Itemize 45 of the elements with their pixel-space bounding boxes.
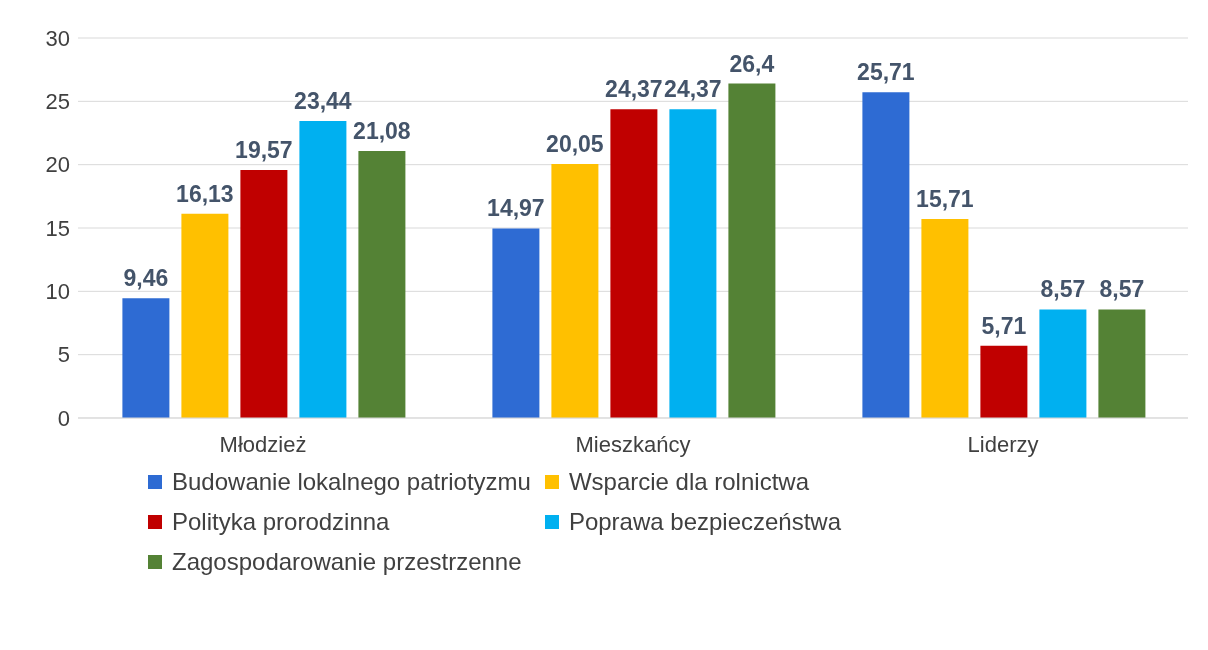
legend-label: Zagospodarowanie przestrzenne [172, 548, 522, 576]
bar [862, 92, 910, 418]
legend-label: Polityka prorodzinna [172, 508, 390, 536]
bar [610, 109, 658, 418]
bar [1098, 309, 1146, 418]
bar [728, 83, 776, 418]
bar [1039, 309, 1087, 418]
data-label: 5,71 [981, 312, 1027, 339]
y-tick-label: 25 [45, 89, 70, 115]
data-label: 14,97 [487, 195, 545, 222]
bar [240, 170, 288, 418]
legend-label: Budowanie lokalnego patriotyzmu [172, 468, 531, 496]
bar [358, 150, 406, 418]
bar [492, 228, 540, 418]
data-label: 24,37 [605, 76, 663, 103]
bar [122, 298, 170, 418]
bar [551, 164, 599, 418]
data-label: 20,05 [546, 131, 604, 158]
bar [921, 219, 969, 418]
legend-label: Poprawa bezpieczeństwa [568, 508, 842, 536]
y-tick-label: 10 [45, 279, 70, 305]
data-label: 8,57 [1040, 276, 1086, 303]
data-label: 23,44 [294, 88, 352, 115]
data-label: 19,57 [235, 137, 293, 164]
y-tick-label: 5 [57, 342, 70, 368]
bar [669, 109, 717, 418]
x-tick-label: Mieszkańcy [575, 431, 691, 457]
y-tick-label: 15 [45, 215, 70, 241]
data-label: 24,37 [664, 76, 722, 103]
data-label: 26,4 [729, 50, 775, 77]
data-label: 9,46 [123, 265, 169, 292]
data-label: 21,08 [353, 117, 411, 144]
data-label: 25,71 [857, 59, 915, 86]
x-tick-label: Młodzież [219, 431, 307, 457]
legend-label: Wsparcie dla rolnictwa [568, 468, 809, 496]
bar [980, 345, 1028, 418]
y-tick-label: 20 [45, 152, 70, 178]
y-tick-label: 30 [45, 25, 70, 51]
data-label: 16,13 [176, 180, 234, 207]
data-label: 15,71 [916, 186, 974, 213]
y-tick-label: 0 [57, 405, 70, 431]
bar [299, 121, 347, 418]
data-label: 8,57 [1099, 276, 1145, 303]
bar [181, 213, 229, 418]
x-tick-label: Liderzy [967, 431, 1039, 457]
